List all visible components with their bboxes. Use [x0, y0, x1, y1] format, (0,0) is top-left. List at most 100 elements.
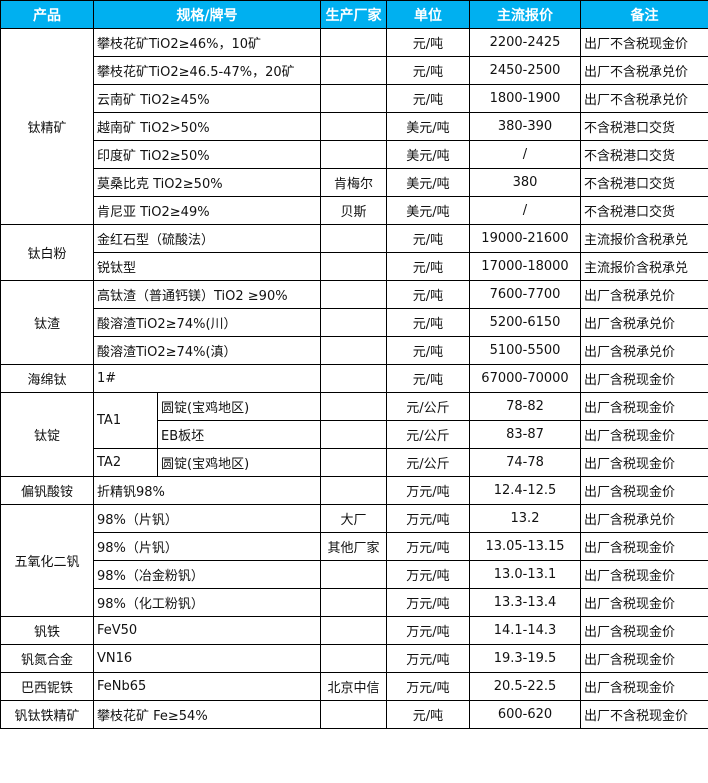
note-cell: 出厂含税现金价	[580, 588, 708, 617]
header-spec: 规格/牌号	[93, 0, 321, 29]
note-cell: 出厂不含税现金价	[580, 28, 708, 57]
price-cell: 5100-5500	[469, 336, 581, 365]
header-note: 备注	[580, 0, 708, 29]
table-row: 云南矿 TiO2≥45% 元/吨 1800-1900 出厂不含税承兑价	[1, 84, 708, 113]
header-product: 产品	[0, 0, 94, 29]
price-cell: 5200-6150	[469, 308, 581, 337]
product-cell: 钛精矿	[0, 28, 94, 225]
maker-cell	[320, 224, 387, 253]
spec-cell: 肯尼亚 TiO2≥49%	[93, 196, 321, 225]
table-row: 巴西铌铁 FeNb65 北京中信 万元/吨 20.5-22.5 出厂含税现金价	[0, 672, 708, 701]
unit-cell: 万元/吨	[386, 616, 470, 645]
maker-cell	[320, 644, 387, 673]
maker-cell	[320, 448, 387, 477]
maker-cell	[320, 112, 387, 141]
note-cell: 出厂含税现金价	[580, 616, 708, 645]
spec-cell: 金红石型（硫酸法）	[93, 224, 321, 253]
product-cell: 偏钒酸铵	[0, 476, 94, 505]
spec-cell: 云南矿 TiO2≥45%	[93, 84, 321, 113]
unit-cell: 万元/吨	[386, 644, 470, 673]
spec-cell: 攀枝花矿TiO2≥46.5-47%，20矿	[93, 56, 321, 85]
maker-cell: 贝斯	[320, 196, 387, 225]
unit-cell: 元/吨	[386, 56, 470, 85]
table-row: 钛白粉 金红石型（硫酸法） 元/吨 19000-21600 主流报价含税承兑	[0, 224, 708, 281]
spec-cell: 98%（化工粉钒）	[93, 588, 321, 617]
note-cell: 不含税港口交货	[580, 112, 708, 141]
note-cell: 主流报价含税承兑	[580, 252, 708, 281]
unit-cell: 元/吨	[386, 336, 470, 365]
price-cell: 13.05-13.15	[469, 532, 581, 561]
maker-cell: 肯梅尔	[320, 168, 387, 197]
maker-cell	[320, 56, 387, 85]
maker-cell	[320, 700, 387, 729]
table-row: 五氧化二钒 98%（片钒） 大厂 万元/吨 13.2 出厂含税承兑价	[0, 504, 708, 617]
unit-cell: 美元/吨	[386, 168, 470, 197]
spec-cell: FeNb65	[93, 672, 321, 701]
unit-cell: 万元/吨	[386, 588, 470, 617]
table-row: 钛锭 TA1 圆锭(宝鸡地区) 元/公斤 78-82 出厂含税现金价	[0, 392, 708, 477]
unit-cell: 元/吨	[386, 700, 470, 729]
price-cell: /	[469, 196, 581, 225]
price-cell: 13.0-13.1	[469, 560, 581, 589]
maker-cell: 北京中信	[320, 672, 387, 701]
table-row: 钒钛铁精矿 攀枝花矿 Fe≥54% 元/吨 600-620 出厂不含税现金价	[0, 700, 708, 729]
unit-cell: 万元/吨	[386, 476, 470, 505]
maker-cell	[320, 28, 387, 57]
maker-cell	[320, 140, 387, 169]
price-cell: 17000-18000	[469, 252, 581, 281]
unit-cell: 元/吨	[386, 84, 470, 113]
maker-cell	[320, 560, 387, 589]
price-cell: 74-78	[469, 448, 581, 477]
table-row: 98%（化工粉钒） 万元/吨 13.3-13.4 出厂含税现金价	[1, 588, 708, 617]
header-unit: 单位	[386, 0, 470, 29]
spec-cell: 酸溶渣TiO2≥74%(川）	[93, 308, 321, 337]
price-cell: 1800-1900	[469, 84, 581, 113]
note-cell: 出厂含税现金价	[580, 476, 708, 505]
table-row: 酸溶渣TiO2≥74%(滇） 元/吨 5100-5500 出厂含税承兑价	[1, 336, 708, 365]
price-cell: 19000-21600	[469, 224, 581, 253]
unit-cell: 万元/吨	[386, 672, 470, 701]
table-row: 印度矿 TiO2≥50% 美元/吨 / 不含税港口交货	[1, 140, 708, 169]
maker-cell	[320, 280, 387, 309]
product-cell: 钒氮合金	[0, 644, 94, 673]
spec-cell: 98%（冶金粉钒）	[93, 560, 321, 589]
product-cell: 钛白粉	[0, 224, 94, 281]
spec-cell: 锐钛型	[93, 252, 321, 281]
table-row: 98%（冶金粉钒） 万元/吨 13.0-13.1 出厂含税现金价	[1, 560, 708, 589]
note-cell: 出厂含税现金价	[580, 560, 708, 589]
grade-cell: TA1	[93, 392, 158, 449]
unit-cell: 万元/吨	[386, 560, 470, 589]
price-table: 产品 规格/牌号 生产厂家 单位 主流报价 备注 钛精矿 攀枝花矿TiO2≥46%…	[0, 0, 708, 729]
maker-cell	[320, 476, 387, 505]
sub-spec-cell: EB板坯	[157, 420, 321, 449]
price-cell: 67000-70000	[469, 364, 581, 393]
table-row: 偏钒酸铵 折精钒98% 万元/吨 12.4-12.5 出厂含税现金价	[0, 476, 708, 505]
product-cell: 钒铁	[0, 616, 94, 645]
note-cell: 出厂含税现金价	[580, 392, 708, 421]
unit-cell: 美元/吨	[386, 112, 470, 141]
note-cell: 出厂含税现金价	[580, 672, 708, 701]
note-cell: 出厂含税承兑价	[580, 280, 708, 309]
price-cell: 380-390	[469, 112, 581, 141]
maker-cell	[320, 84, 387, 113]
price-cell: 19.3-19.5	[469, 644, 581, 673]
price-cell: 78-82	[469, 392, 581, 421]
unit-cell: 万元/吨	[386, 532, 470, 561]
table-row: 攀枝花矿TiO2≥46.5-47%，20矿 元/吨 2450-2500 出厂不含税承兑…	[1, 56, 708, 85]
header-row: 产品 规格/牌号 生产厂家 单位 主流报价 备注	[0, 0, 708, 29]
table-row: 钒氮合金 VN16 万元/吨 19.3-19.5 出厂含税现金价	[0, 644, 708, 673]
note-cell: 出厂含税承兑价	[580, 504, 708, 533]
unit-cell: 万元/吨	[386, 504, 470, 533]
table-row: 98%（片钒） 其他厂家 万元/吨 13.05-13.15 出厂含税现金价	[1, 532, 708, 561]
spec-cell: 攀枝花矿 Fe≥54%	[93, 700, 321, 729]
price-cell: 13.3-13.4	[469, 588, 581, 617]
unit-cell: 元/吨	[386, 28, 470, 57]
header-price: 主流报价	[469, 0, 581, 29]
unit-cell: 元/公斤	[386, 392, 470, 421]
sub-spec-cell: 圆锭(宝鸡地区)	[157, 448, 321, 477]
spec-cell: 折精钒98%	[93, 476, 321, 505]
note-cell: 出厂不含税承兑价	[580, 84, 708, 113]
table-row: 钛精矿 攀枝花矿TiO2≥46%，10矿 元/吨 2200-2425 出厂不含税现金价	[0, 28, 708, 225]
maker-cell	[320, 588, 387, 617]
maker-cell	[320, 616, 387, 645]
